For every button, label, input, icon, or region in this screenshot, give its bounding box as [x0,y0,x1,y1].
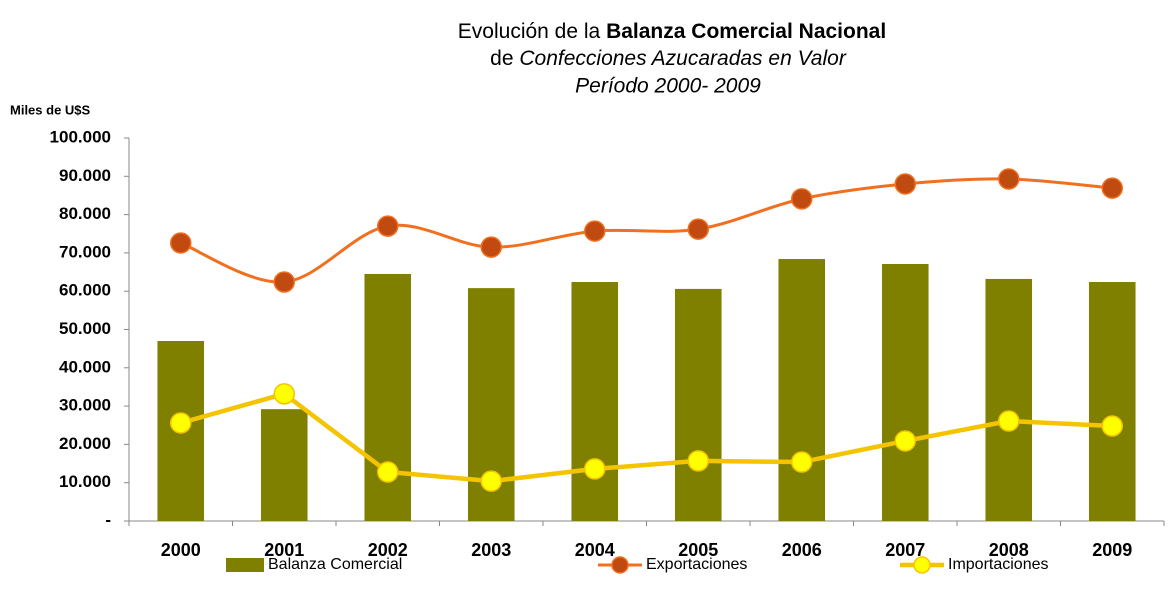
marker [377,461,399,483]
line [180,391,1113,484]
bar [881,264,929,521]
line [180,177,1113,284]
chart-title: Evolución de la Balanza Comercial Nacion… [458,20,886,43]
bar [778,259,826,521]
bar [1088,282,1136,521]
y-tick-label: 70.000 [59,242,111,261]
chart-subtitle: Período 2000- 2009 [575,75,761,98]
marker [584,220,606,242]
marker [998,168,1020,190]
bar [985,278,1033,521]
y-tick-label: 40.000 [59,357,111,376]
marker [791,451,813,473]
x-tick-label: 2007 [885,540,925,560]
legend-marker [611,556,629,574]
marker [273,383,295,405]
marker [894,173,916,195]
x-tick-label: 2000 [161,540,201,560]
legend-label: Balanza Comercial [268,556,402,573]
legend-label: Exportaciones [646,556,747,573]
marker [584,458,606,480]
x-tick-label: 2005 [678,540,718,560]
y-tick-label: 100.000 [50,127,111,146]
bar [364,273,412,521]
marker [1101,415,1123,437]
x-tick-label: 2008 [989,540,1029,560]
marker [170,412,192,434]
marker [894,430,916,452]
title-part: Balanza Comercial Nacional [606,20,886,43]
y-tick-label: 50.000 [59,319,111,338]
legend-marker [913,556,931,574]
y-tick-label: 60.000 [59,281,111,300]
marker [273,271,295,293]
y-tick-label: 30.000 [59,396,111,415]
bar [260,409,308,521]
y-tick-label: 20.000 [59,434,111,453]
marker [687,218,709,240]
x-tick-label: 2003 [471,540,511,560]
x-tick-label: 2001 [264,540,304,560]
marker [377,215,399,237]
marker [998,410,1020,432]
x-tick-label: 2004 [575,540,615,560]
marker [480,470,502,492]
x-tick-label: 2002 [368,540,408,560]
title-part: Confecciones Azucaradas en Valor [519,47,846,70]
title-part: Evolución de la [458,20,601,43]
y-axis-label: Miles de U$S [10,102,91,117]
marker [1101,177,1123,199]
y-tick-label: 80.000 [59,204,111,223]
y-tick-label: 90.000 [59,166,111,185]
chart-subtitle: de Confecciones Azucaradas en Valor [490,47,847,70]
marker [687,450,709,472]
x-tick-label: 2006 [782,540,822,560]
title-part: de [490,47,513,70]
marker [170,232,192,254]
legend-label: Importaciones [948,556,1049,573]
legend-swatch [226,558,264,572]
y-tick-label: - [105,510,111,529]
marker [480,236,502,258]
y-tick-label: 10.000 [59,472,111,491]
bar [674,288,722,521]
marker [791,188,813,210]
bar [571,282,619,521]
x-tick-label: 2009 [1092,540,1132,560]
